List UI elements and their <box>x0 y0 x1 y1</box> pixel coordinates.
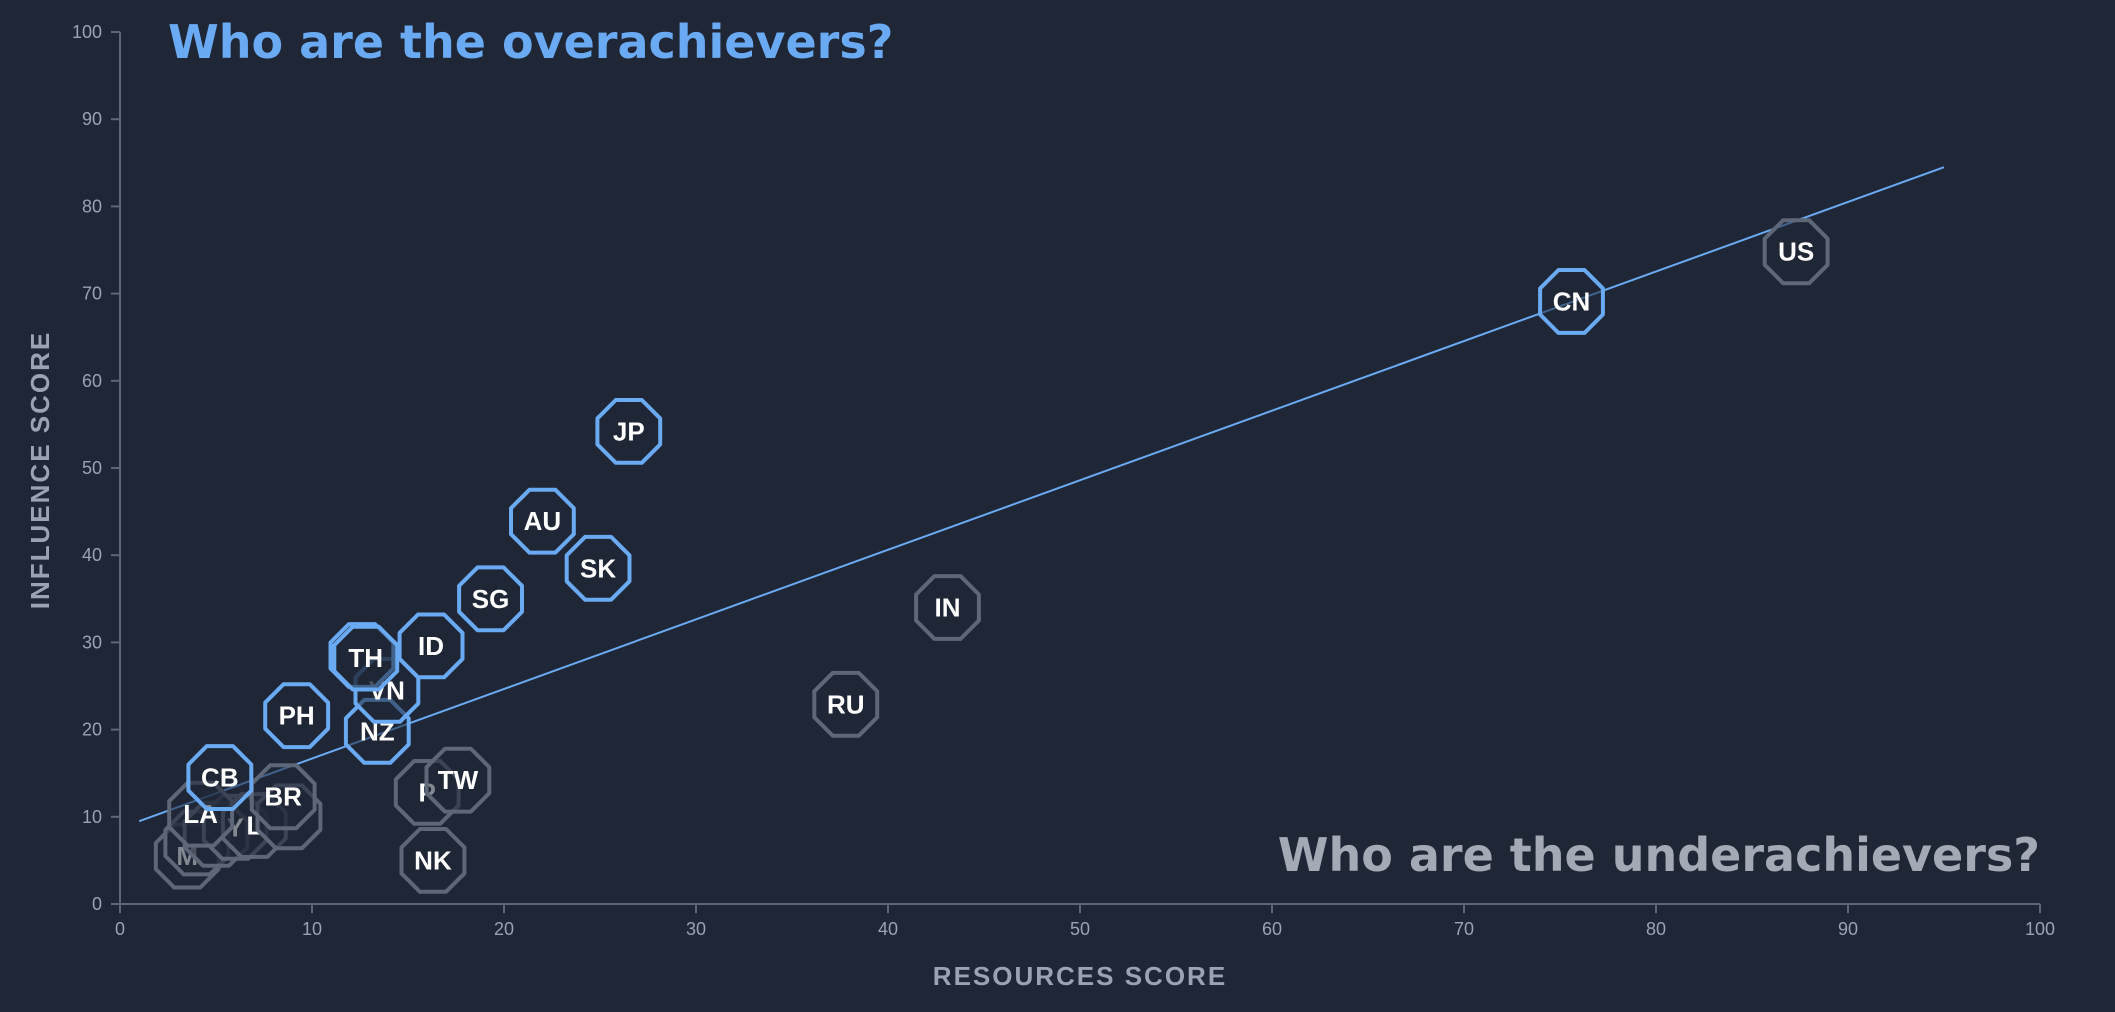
x-tick-label: 60 <box>1262 919 1282 939</box>
data-point-nk: NK <box>399 827 467 894</box>
data-point-cb: CB <box>186 744 254 811</box>
point-marker <box>1538 268 1605 335</box>
point-label: TH <box>348 643 383 673</box>
x-tick-label: 10 <box>302 919 322 939</box>
y-tick-label: 60 <box>82 371 102 391</box>
y-tick-label: 10 <box>82 807 102 827</box>
point-marker <box>332 624 400 692</box>
point-label: CN <box>1553 286 1591 316</box>
underachievers-annotation: Who are the underachievers? <box>1278 828 2040 882</box>
y-axis-ticks: 0 10 20 30 40 50 60 70 80 90 100 <box>72 22 120 914</box>
x-tick-label: 50 <box>1070 919 1090 939</box>
x-axis-ticks: 0 10 20 30 40 50 60 70 80 90 100 <box>115 904 2055 939</box>
x-tick-label: 30 <box>686 919 706 939</box>
point-label: JP <box>613 416 645 446</box>
point-marker <box>457 565 524 633</box>
y-tick-label: 70 <box>82 284 102 304</box>
point-label: ID <box>418 631 444 661</box>
point-label: PH <box>279 701 315 731</box>
point-label: NK <box>414 845 452 875</box>
point-label: US <box>1778 237 1814 267</box>
data-point-jp: JP <box>595 398 663 465</box>
data-point-sk: SK <box>564 534 632 602</box>
point-label: IN <box>935 593 961 623</box>
point-marker <box>914 574 981 641</box>
point-marker <box>424 746 492 814</box>
data-point-cn: CN <box>1538 268 1605 335</box>
x-tick-label: 80 <box>1646 919 1666 939</box>
point-label: SK <box>580 553 616 583</box>
data-point-us: US <box>1762 218 1830 286</box>
data-point-sg: SG <box>457 565 524 633</box>
point-marker <box>397 612 465 680</box>
y-axis-title: INFLUENCE SCORE <box>25 331 55 609</box>
data-point-in: IN <box>914 574 981 641</box>
point-marker <box>186 744 254 811</box>
y-tick-label: 0 <box>92 894 102 914</box>
y-tick-label: 80 <box>82 196 102 216</box>
x-axis-title: RESOURCES SCORE <box>933 961 1227 991</box>
point-marker <box>595 398 663 465</box>
x-tick-label: 20 <box>494 919 514 939</box>
y-tick-label: 30 <box>82 632 102 652</box>
y-tick-label: 20 <box>82 720 102 740</box>
x-tick-label: 100 <box>2025 919 2055 939</box>
x-tick-label: 40 <box>878 919 898 939</box>
data-point-th: TH <box>332 624 400 692</box>
point-marker <box>263 682 331 750</box>
data-point-tw: TW <box>424 746 492 814</box>
axes: 0 10 20 30 40 50 60 70 80 90 100 0 10 20 30 40 50 60 70 80… <box>72 22 2055 939</box>
trend-line <box>138 166 1945 823</box>
y-tick-label: 50 <box>82 458 102 478</box>
point-marker <box>1762 218 1830 286</box>
y-tick-label: 90 <box>82 109 102 129</box>
point-marker <box>812 670 880 738</box>
point-label: AU <box>524 506 562 536</box>
data-point-au: AU <box>509 487 576 555</box>
point-label: BR <box>264 782 302 812</box>
data-point-ru: RU <box>812 670 880 738</box>
overachievers-annotation: Who are the overachievers? <box>168 15 893 69</box>
data-point-ph: PH <box>263 682 331 750</box>
data-point-id: ID <box>397 612 465 680</box>
y-tick-label: 40 <box>82 545 102 565</box>
point-marker <box>564 534 632 602</box>
point-label: RU <box>827 689 865 719</box>
y-tick-label: 100 <box>72 22 102 42</box>
data-point-br: BR <box>249 763 317 831</box>
data-points: MYLBRLAPTWNKRUINUSCBPHNZVNTHIDSGAUSKJPCN <box>153 218 1830 894</box>
point-label: SG <box>472 584 510 614</box>
x-tick-label: 90 <box>1838 919 1858 939</box>
x-tick-label: 0 <box>115 919 125 939</box>
point-label: CB <box>201 763 239 793</box>
point-marker <box>509 487 576 555</box>
x-tick-label: 70 <box>1454 919 1474 939</box>
point-marker <box>399 827 467 894</box>
point-label: TW <box>438 765 479 795</box>
